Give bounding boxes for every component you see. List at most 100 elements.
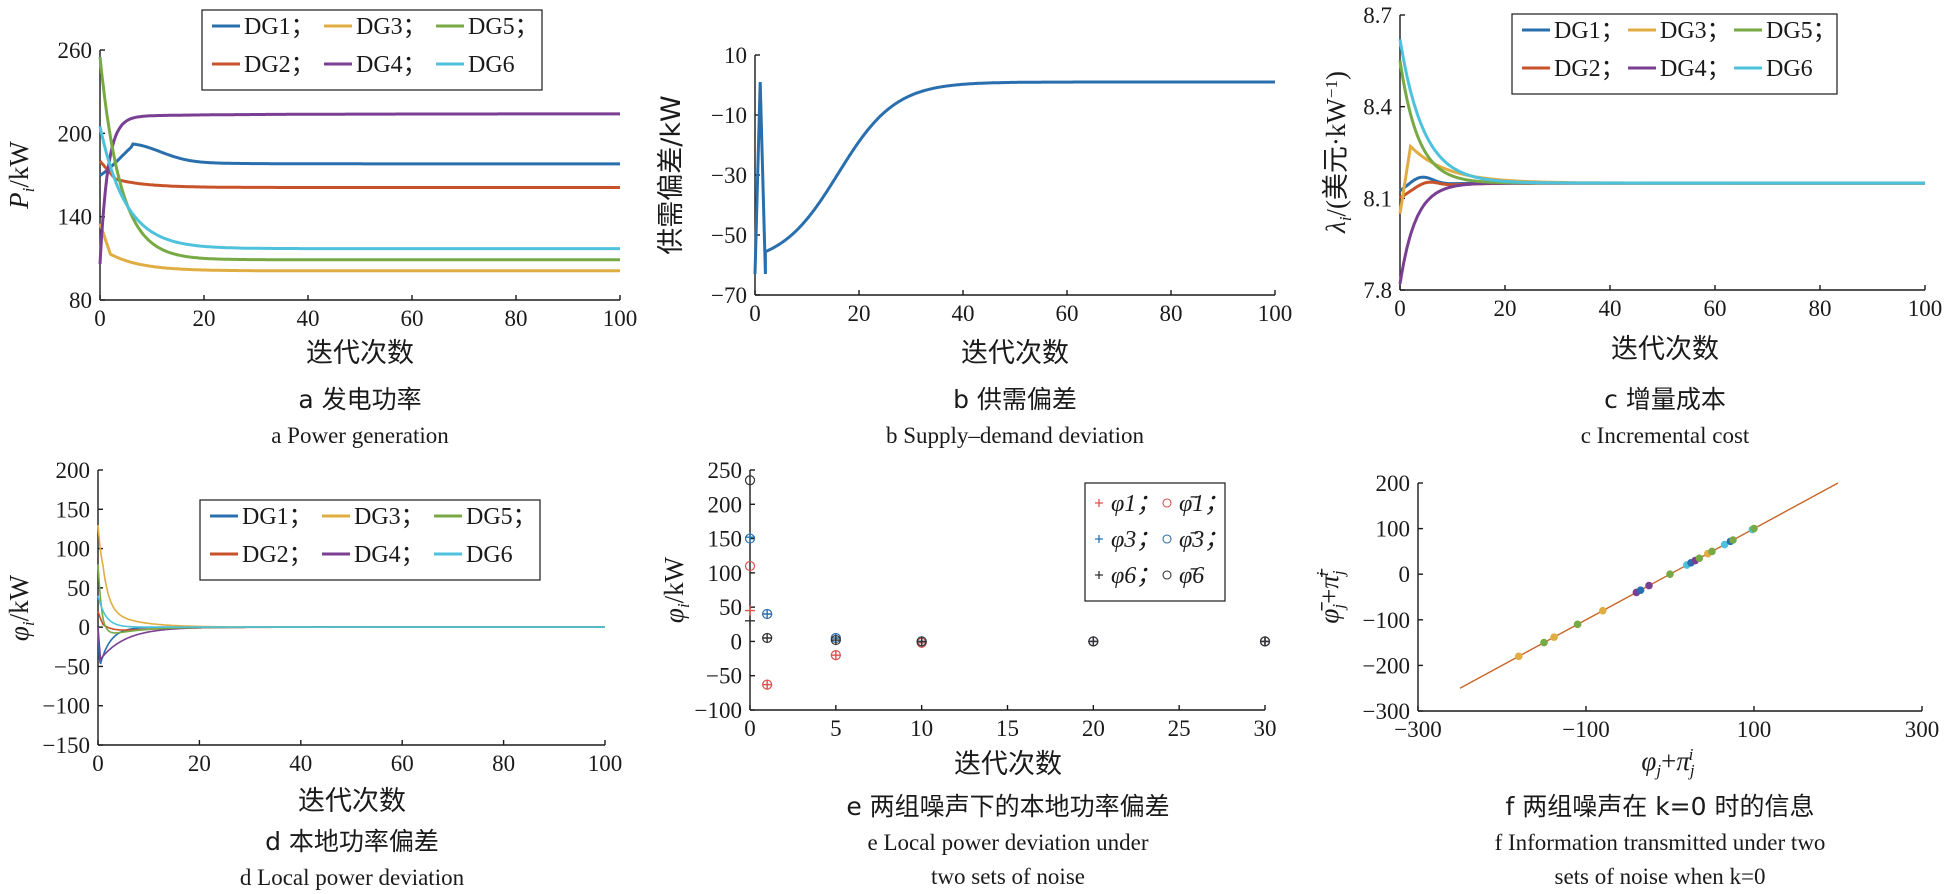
scatter-point-plus xyxy=(762,679,773,690)
x-tick-label: 0 xyxy=(749,301,761,326)
scatter-point xyxy=(1573,620,1582,629)
series-line-dg6 xyxy=(97,595,605,628)
caption-en-1: e Local power deviation under xyxy=(868,830,1149,855)
y-tick-label: 150 xyxy=(708,527,743,552)
y-tick-label: 10 xyxy=(724,43,747,68)
caption-zh: c 增量成本 xyxy=(1604,385,1726,414)
legend-entry: φ̄1； xyxy=(1179,491,1228,517)
y-axis-label: φi/kW xyxy=(659,556,693,623)
y-tick-label: 100 xyxy=(708,561,743,586)
x-axis-label: φj+πji xyxy=(1641,745,1694,780)
x-axis-label: 迭代次数 xyxy=(306,338,414,369)
legend-marker xyxy=(1162,534,1172,544)
scatter-point xyxy=(1599,606,1607,615)
y-tick-label: 8.4 xyxy=(1363,95,1392,120)
caption-en: c Incremental cost xyxy=(1581,423,1750,448)
series-line-dg4 xyxy=(97,626,605,662)
legend-marker xyxy=(1095,571,1103,579)
scatter-point xyxy=(1695,554,1704,563)
legend-marker xyxy=(1095,535,1103,543)
x-tick-label: 80 xyxy=(1809,296,1832,321)
x-tick-label: 100 xyxy=(588,751,623,776)
x-tick-label: 20 xyxy=(1082,716,1105,741)
x-tick-label: 80 xyxy=(492,751,515,776)
legend-entry: DG2； xyxy=(244,52,315,78)
y-tick-label: −10 xyxy=(711,103,747,128)
caption-en: d Local power deviation xyxy=(240,865,465,890)
legend-box xyxy=(1511,13,1838,95)
y-tick-label: 140 xyxy=(58,205,93,230)
y-tick-label: 0 xyxy=(1399,562,1411,587)
x-tick-label: 0 xyxy=(94,306,106,331)
x-axis-label: 迭代次数 xyxy=(961,338,1069,369)
scatter-point xyxy=(1720,540,1729,549)
x-tick-label: 15 xyxy=(996,716,1019,741)
x-tick-label: 20 xyxy=(848,301,871,326)
y-tick-label: 50 xyxy=(67,576,90,601)
scatter-point-circle xyxy=(830,634,841,646)
legend-entry: φ̄3； xyxy=(1179,527,1228,553)
x-tick-label: 40 xyxy=(1599,296,1622,321)
y-tick-label: 50 xyxy=(719,595,742,620)
series-line-dg4 xyxy=(1398,181,1925,285)
x-tick-label: 20 xyxy=(188,751,211,776)
legend-entry: DG1； xyxy=(1554,18,1625,44)
x-tick-label: 100 xyxy=(1908,296,1943,321)
scatter-point xyxy=(1645,581,1653,590)
scatter-point-plus xyxy=(745,605,755,616)
y-tick-label: −200 xyxy=(1363,653,1410,678)
scatter-point-circle xyxy=(762,608,773,620)
scatter-point-circle xyxy=(1088,636,1099,647)
x-tick-label: 5 xyxy=(830,716,842,741)
legend-marker xyxy=(1095,499,1103,507)
x-tick-label: 20 xyxy=(193,306,216,331)
x-tick-label: 0 xyxy=(92,751,104,776)
panel-f-information-transmitted: −300 −100 100 300 −300 −200 −100 0 100 200 φj+πji φ… xyxy=(1313,471,1939,889)
x-tick-label: 10 xyxy=(910,716,933,741)
y-tick-label: −300 xyxy=(1363,699,1410,724)
y-tick-label: 100 xyxy=(1376,517,1411,542)
legend-entry: DG6 xyxy=(466,542,513,568)
y-axis-label: φi/kW xyxy=(4,574,38,641)
legend-entry: DG4； xyxy=(354,542,425,568)
y-tick-label: −30 xyxy=(711,163,747,188)
y-tick-label: −70 xyxy=(711,283,747,308)
scatter-point-plus xyxy=(1260,636,1270,647)
x-tick-label: 80 xyxy=(505,306,528,331)
legend-entry: DG5； xyxy=(468,14,539,40)
caption-zh: f 两组噪声在 k=0 时的信息 xyxy=(1506,792,1815,821)
scatter-point-circle xyxy=(744,560,756,572)
legend-entry: DG1； xyxy=(242,504,313,530)
x-tick-label: 100 xyxy=(1258,301,1293,326)
y-tick-label: 8.7 xyxy=(1363,3,1392,28)
caption-en: a Power generation xyxy=(271,423,449,448)
legend-entry: φ̄6 xyxy=(1179,563,1204,589)
x-tick-label: 100 xyxy=(1737,717,1772,742)
series-line-dg4 xyxy=(98,112,620,264)
legend-marker xyxy=(1162,570,1172,580)
y-tick-label: 200 xyxy=(56,458,91,483)
legend-entry: DG4； xyxy=(356,52,427,78)
legend-marker xyxy=(1162,498,1172,508)
scatter-point xyxy=(1666,570,1674,578)
x-tick-label: 300 xyxy=(1905,717,1940,742)
y-axis-label: 供需偏差/kW xyxy=(656,95,687,254)
x-tick-label: 80 xyxy=(1160,301,1183,326)
x-tick-label: 0 xyxy=(744,716,756,741)
y-tick-label: 0 xyxy=(731,629,743,654)
y-tick-label: 200 xyxy=(708,492,743,517)
legend-box xyxy=(201,9,543,91)
caption-en-1: f Information transmitted under two xyxy=(1495,830,1826,855)
x-tick-label: 25 xyxy=(1168,716,1191,741)
scatter-point-plus xyxy=(916,636,927,647)
y-tick-label: 8.1 xyxy=(1363,186,1392,211)
legend-entry: DG3； xyxy=(354,504,425,530)
scatter-point-plus xyxy=(745,615,755,626)
y-axis-label: φ̄j+π̄ji xyxy=(1313,568,1348,623)
scatter-point-plus xyxy=(762,609,773,619)
scatter-point-plus xyxy=(830,635,841,646)
y-tick-label: 250 xyxy=(708,458,743,483)
legend-entry: DG5； xyxy=(1766,18,1837,44)
scatter-point-circle xyxy=(762,679,773,690)
legend-entry: DG2； xyxy=(1554,56,1625,82)
